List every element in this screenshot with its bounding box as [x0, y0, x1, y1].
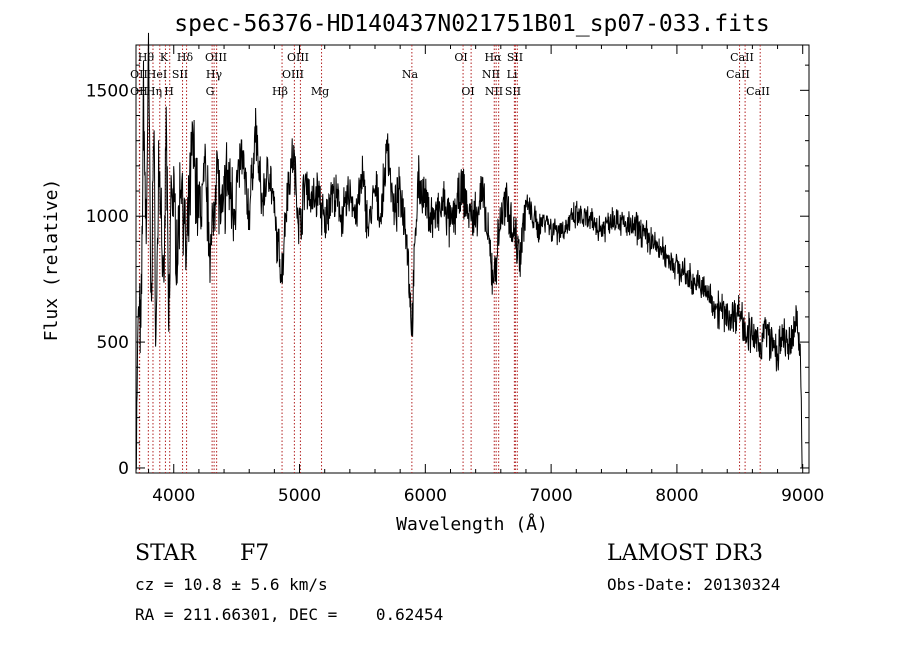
x-axis-label: Wavelength (Å) — [396, 513, 548, 535]
chart-title: spec-56376-HD140437N021751B01_sp07-033.f… — [174, 11, 769, 37]
line-label: Hβ — [272, 85, 288, 98]
redshift-text: cz = 10.8 ± 5.6 km/s — [135, 575, 328, 594]
plot-frame — [135, 44, 810, 474]
line-label: HeI — [147, 68, 167, 81]
line-label: Hη — [146, 85, 162, 98]
line-label: OI — [461, 85, 474, 98]
x-tick-label: 4000 — [152, 486, 195, 506]
y-tick-label: 0 — [118, 459, 129, 479]
line-label: SII — [172, 68, 188, 81]
y-tick-label: 500 — [97, 333, 129, 353]
line-label: Na — [402, 68, 419, 81]
line-label: SII — [507, 51, 523, 64]
x-axis-ticks: 4000 5000 6000 7000 8000 9000 — [148, 45, 824, 506]
spectral-line-markers — [138, 45, 761, 473]
line-label: K — [160, 51, 169, 64]
line-label: Hδ — [177, 51, 194, 64]
line-labels: Hθ K Hδ OIII OIII OI Hα SII CaII OII HeI… — [130, 51, 770, 98]
obs-date: Obs-Date: 20130324 — [607, 575, 780, 594]
line-label: OIII — [287, 51, 309, 64]
y-axis-label: Flux (relative) — [41, 179, 62, 342]
line-label: NII — [485, 85, 503, 98]
x-tick-label: 8000 — [655, 486, 698, 506]
spectral-subclass: F7 — [240, 541, 269, 566]
line-label: H — [164, 85, 174, 98]
line-label: OII — [130, 68, 148, 81]
line-label: Mg — [311, 85, 329, 98]
line-label: CaII — [746, 85, 770, 98]
line-label: Hγ — [206, 68, 223, 81]
coordinates: RA = 211.66301, DEC = 0.62454 — [135, 605, 443, 624]
y-tick-label: 1500 — [86, 81, 129, 101]
line-label: Hθ — [138, 51, 155, 64]
x-tick-label: 7000 — [529, 486, 572, 506]
line-label: G — [206, 85, 215, 98]
line-label: OII — [130, 85, 148, 98]
spectrum-series — [135, 32, 803, 471]
line-label: NII — [482, 68, 500, 81]
line-label: Hα — [484, 51, 502, 64]
x-tick-label: 9000 — [781, 486, 824, 506]
line-label: SII — [505, 85, 521, 98]
x-tick-label: 5000 — [278, 486, 321, 506]
line-label: Li — [507, 68, 518, 81]
line-label: OI — [454, 51, 467, 64]
survey-name: LAMOST DR3 — [607, 541, 763, 566]
line-label: OIII — [205, 51, 227, 64]
y-tick-label: 1000 — [86, 207, 129, 227]
y-axis-ticks: 0 500 1000 1500 — [86, 64, 809, 479]
x-tick-label: 6000 — [404, 486, 447, 506]
line-label: OIII — [282, 68, 304, 81]
line-label: CaII — [726, 68, 750, 81]
spectrum-line — [135, 32, 803, 471]
object-class: STAR — [135, 541, 197, 566]
line-label: CaII — [730, 51, 754, 64]
